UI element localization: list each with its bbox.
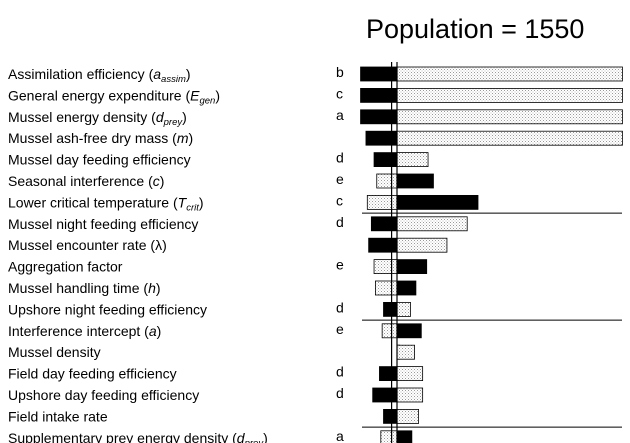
row-letter: c: [336, 85, 343, 101]
row-letter: d: [336, 214, 344, 230]
light-bar: [373, 259, 398, 275]
row-label-symbol: a: [149, 323, 157, 339]
row-label: Upshore night feeding efficiency: [8, 301, 207, 317]
dark-bar: [396, 194, 479, 210]
row-label: Mussel encounter rate (λ): [8, 237, 167, 253]
row-label: Aggregation factor: [8, 259, 123, 275]
row-label-subscript: crit: [186, 202, 199, 213]
row-label: General energy expenditure (Egen): [8, 87, 220, 106]
row-label-tail: ): [189, 130, 194, 146]
row-label: Interference intercept (a): [8, 323, 161, 339]
dark-bar: [383, 301, 398, 317]
row-label: Upshore day feeding efficiency: [8, 387, 199, 403]
row-letter: c: [336, 192, 343, 208]
dark-bar: [396, 280, 417, 296]
dark-bar: [396, 173, 434, 189]
row-label: Field day feeding efficiency: [8, 366, 177, 382]
light-bar: [396, 301, 411, 317]
light-bar: [396, 88, 623, 103]
row-letter: e: [336, 321, 344, 337]
row-label-tail: ): [182, 109, 187, 125]
row-label-symbol: a: [153, 66, 161, 82]
row-label-symbol: E: [190, 87, 200, 103]
row-label-symbol: m: [177, 130, 189, 146]
row-label: Mussel night feeding efficiency: [8, 216, 198, 232]
dark-bar: [383, 408, 398, 424]
row-label-tail: ): [215, 87, 220, 103]
light-bar: [396, 387, 424, 403]
row-label: Supplementary prey energy density (dprey…: [8, 430, 268, 443]
row-letter: a: [336, 107, 344, 123]
light-bar: [396, 109, 623, 125]
row-label-symbol: T: [178, 194, 188, 210]
row-label-symbol: c: [153, 173, 160, 189]
row-label-tail: ): [156, 280, 161, 296]
row-label-symbol: d: [237, 430, 246, 443]
chart-title: Population = 1550: [366, 14, 585, 44]
row-label: Field intake rate: [8, 408, 108, 424]
row-letter: e: [336, 257, 344, 273]
row-label-tail: ): [263, 430, 268, 443]
light-bar: [374, 280, 398, 296]
dark-bar: [379, 366, 398, 382]
dark-bar: [372, 387, 398, 403]
row-label-subscript: assim: [161, 74, 186, 85]
row-label-subscript: prey: [163, 117, 184, 128]
light-bar: [366, 194, 398, 210]
dark-bar: [396, 259, 428, 275]
row-letter: a: [336, 428, 344, 443]
row-label: Mussel density: [8, 344, 101, 360]
light-bar: [381, 323, 398, 339]
row-letter: d: [336, 150, 344, 166]
row-label-symbol: d: [156, 109, 165, 125]
row-label: Seasonal interference (c): [8, 173, 164, 189]
light-bar: [396, 216, 468, 232]
dark-bar: [370, 216, 398, 232]
row-label-subscript: gen: [199, 95, 215, 106]
row-letter: d: [336, 364, 344, 380]
light-bar: [396, 408, 420, 424]
dark-bar: [373, 152, 398, 168]
row-label: Mussel handling time (h): [8, 280, 161, 296]
light-bar: [396, 237, 448, 253]
row-label: Assimilation efficiency (aassim): [8, 66, 191, 85]
row-letter: b: [336, 64, 344, 80]
row-label-tail: ): [186, 66, 191, 82]
light-bar: [396, 152, 429, 168]
row-label-tail: ): [199, 194, 204, 210]
row-label: Mussel ash-free dry mass (m): [8, 130, 193, 146]
light-bar: [380, 430, 398, 443]
dark-bar: [365, 130, 398, 146]
row-letter: d: [336, 299, 344, 315]
light-bar: [396, 130, 623, 146]
dark-bar: [368, 237, 398, 253]
row-label-tail: ): [160, 173, 165, 189]
row-label: Mussel energy density (dprey): [8, 109, 187, 128]
light-bar: [376, 173, 398, 189]
row-label: Mussel day feeding efficiency: [8, 152, 191, 168]
light-bar: [396, 66, 623, 82]
row-label-tail: ): [157, 323, 162, 339]
row-label-symbol: h: [148, 280, 156, 296]
row-letter: d: [336, 385, 344, 401]
row-label-subscript: prey: [244, 438, 265, 443]
light-bar: [396, 344, 415, 360]
dark-bar: [396, 323, 422, 339]
dark-bar: [396, 430, 413, 443]
row-label: Lower critical temperature (Tcrit): [8, 194, 204, 213]
row-letter: e: [336, 171, 344, 187]
light-bar: [396, 366, 424, 382]
